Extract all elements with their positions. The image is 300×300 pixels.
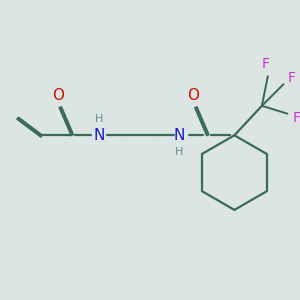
Text: H: H xyxy=(175,147,184,157)
Text: O: O xyxy=(52,88,64,103)
Text: N: N xyxy=(93,128,105,143)
Text: O: O xyxy=(187,88,199,103)
Text: F: F xyxy=(292,111,300,124)
Text: F: F xyxy=(287,71,296,85)
Text: H: H xyxy=(95,114,103,124)
Text: F: F xyxy=(262,57,270,70)
Text: N: N xyxy=(174,128,185,143)
